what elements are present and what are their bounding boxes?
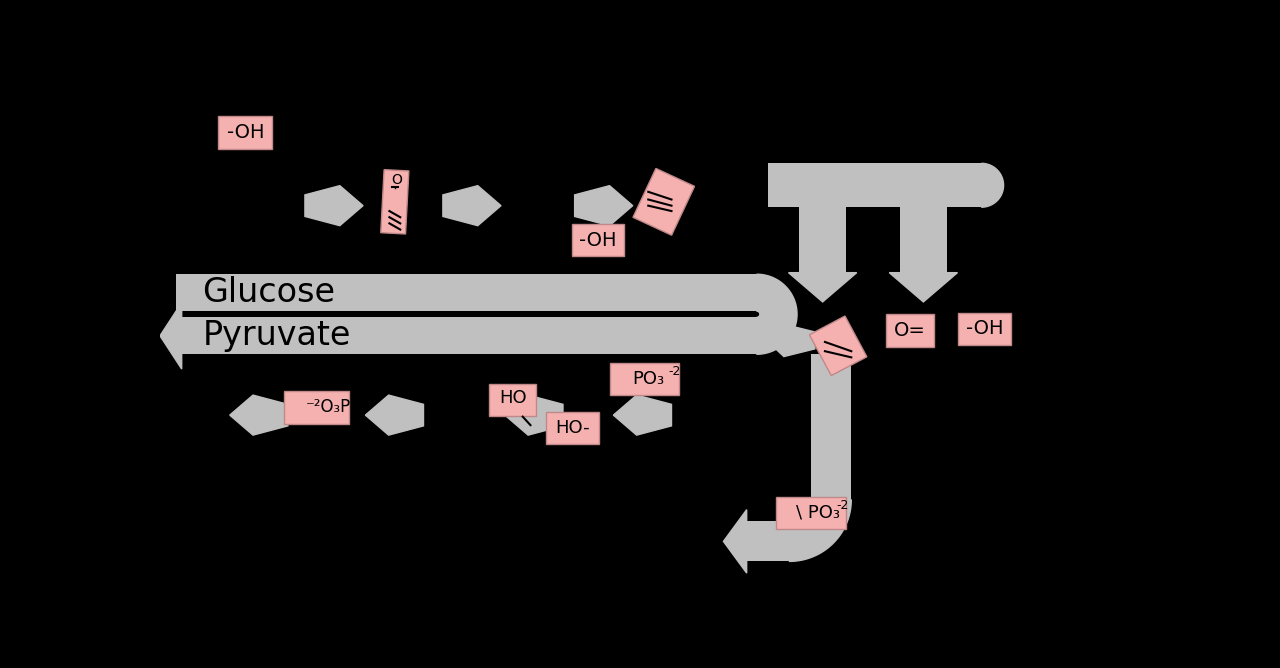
Bar <box>746 521 791 561</box>
Text: -OH: -OH <box>966 319 1004 339</box>
Polygon shape <box>613 395 672 435</box>
Text: -OH: -OH <box>227 123 264 142</box>
Bar <box>776 497 846 529</box>
Polygon shape <box>229 395 288 435</box>
Bar <box>572 224 625 257</box>
Text: -2: -2 <box>668 365 681 377</box>
Text: ⁻²O₃P: ⁻²O₃P <box>306 398 351 416</box>
Text: Pyruvate: Pyruvate <box>202 319 351 352</box>
Bar <box>609 363 680 395</box>
Bar <box>218 116 273 149</box>
Text: -2: -2 <box>837 499 849 512</box>
Bar <box>489 383 536 416</box>
Polygon shape <box>767 324 815 357</box>
Text: HO: HO <box>499 389 526 407</box>
Text: Glucose: Glucose <box>202 276 335 309</box>
Polygon shape <box>788 273 856 302</box>
Bar <box>547 412 599 444</box>
Text: -OH: -OH <box>579 231 617 250</box>
Text: O=: O= <box>895 321 927 340</box>
Polygon shape <box>305 186 364 226</box>
Bar <box>800 207 846 273</box>
Polygon shape <box>982 163 1004 207</box>
Polygon shape <box>160 303 182 369</box>
Bar <box>284 391 349 424</box>
Text: PO₃: PO₃ <box>632 370 664 388</box>
Polygon shape <box>890 273 957 302</box>
Bar <box>175 274 756 311</box>
Bar <box>380 170 408 234</box>
Text: HO-: HO- <box>556 420 590 437</box>
Bar <box>900 207 947 273</box>
Polygon shape <box>365 395 424 435</box>
Bar <box>812 354 851 500</box>
Bar <box>175 317 756 354</box>
Polygon shape <box>790 500 851 561</box>
Bar <box>634 168 695 235</box>
Bar <box>809 316 867 375</box>
Polygon shape <box>575 186 632 226</box>
Polygon shape <box>723 510 746 573</box>
Text: O: O <box>392 173 403 187</box>
Polygon shape <box>504 395 563 435</box>
Bar <box>768 163 982 207</box>
Text: \ PO₃: \ PO₃ <box>795 504 840 522</box>
Polygon shape <box>443 186 500 226</box>
Bar <box>959 313 1011 345</box>
Polygon shape <box>756 274 797 354</box>
Bar <box>886 314 934 347</box>
